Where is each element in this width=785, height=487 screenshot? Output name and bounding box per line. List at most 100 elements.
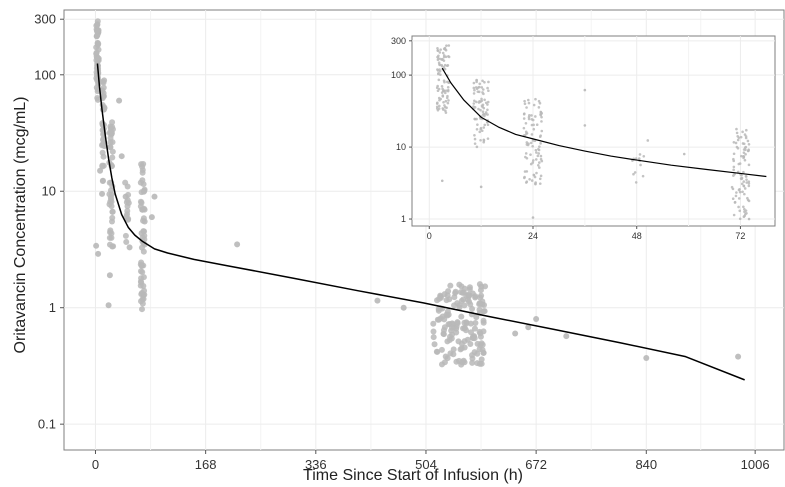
data-point — [481, 308, 488, 315]
data-point — [532, 123, 535, 127]
data-point — [444, 55, 448, 59]
x-tick-label: 1006 — [741, 457, 770, 472]
data-point — [437, 87, 441, 91]
data-point — [732, 140, 736, 144]
data-point — [446, 88, 450, 92]
data-point — [740, 154, 743, 158]
data-point — [525, 156, 529, 160]
data-point — [486, 86, 489, 90]
data-point — [682, 152, 686, 156]
data-point — [744, 175, 748, 178]
data-point — [746, 196, 749, 200]
data-point — [139, 206, 146, 213]
data-point — [93, 22, 100, 29]
data-point — [123, 238, 130, 245]
data-point — [139, 177, 146, 184]
data-point — [456, 357, 463, 364]
data-point — [107, 144, 114, 151]
data-point — [475, 100, 478, 104]
data-point — [735, 353, 742, 360]
y-tick-label: 10 — [42, 184, 56, 199]
data-point — [473, 142, 477, 145]
data-point — [529, 153, 532, 156]
data-point — [472, 319, 479, 326]
data-point — [745, 178, 748, 181]
data-point — [452, 288, 459, 295]
data-point — [481, 110, 485, 113]
data-point — [525, 106, 528, 109]
data-point — [439, 57, 442, 61]
data-point — [522, 126, 526, 130]
y-tick-label: 1 — [49, 300, 56, 315]
data-point — [531, 144, 534, 148]
data-point — [461, 319, 468, 326]
data-point — [434, 348, 441, 355]
y-tick-label: 300 — [34, 12, 56, 27]
data-point — [747, 217, 751, 221]
data-point — [442, 47, 446, 51]
data-point — [95, 250, 102, 257]
data-point — [439, 73, 442, 77]
data-point — [109, 214, 116, 221]
data-point — [483, 80, 486, 84]
data-point — [478, 85, 481, 89]
data-point — [536, 163, 540, 167]
data-point — [741, 190, 744, 194]
data-point — [737, 188, 741, 192]
data-point — [524, 121, 528, 125]
data-point — [442, 54, 446, 57]
data-point — [445, 106, 448, 110]
data-point — [437, 96, 441, 100]
data-point — [99, 190, 106, 197]
y-tick-label: 1 — [401, 214, 406, 224]
data-point — [437, 104, 441, 108]
data-point — [478, 292, 485, 299]
data-point — [531, 159, 535, 162]
inset-gridlines — [412, 36, 775, 226]
data-point — [742, 184, 746, 188]
data-point — [435, 307, 442, 314]
data-point — [481, 88, 485, 91]
data-point — [464, 336, 471, 343]
data-point — [444, 89, 448, 92]
data-point — [731, 197, 735, 201]
data-point — [747, 180, 751, 183]
data-point — [93, 27, 100, 34]
data-point — [523, 176, 526, 180]
data-point — [447, 350, 454, 357]
data-point — [466, 292, 473, 299]
data-point — [441, 359, 448, 366]
data-point — [437, 72, 440, 75]
data-point — [477, 107, 480, 111]
fitted-curve-line — [441, 67, 767, 178]
data-point — [93, 242, 100, 249]
data-point — [458, 297, 465, 304]
data-point — [476, 281, 483, 288]
data-point — [583, 88, 587, 92]
data-point — [641, 174, 645, 178]
data-point — [441, 51, 445, 55]
data-point — [477, 287, 484, 294]
data-point — [473, 133, 476, 137]
data-point — [126, 244, 133, 251]
data-point — [738, 217, 742, 221]
data-point — [479, 127, 483, 131]
data-point — [747, 199, 751, 203]
data-point — [538, 177, 542, 181]
data-point — [746, 139, 750, 143]
data-point — [137, 261, 144, 268]
x-tick-label: 336 — [305, 457, 327, 472]
data-point — [528, 114, 531, 117]
data-point — [441, 95, 445, 98]
data-point — [139, 163, 146, 170]
data-point — [106, 201, 113, 208]
data-point — [534, 97, 537, 101]
data-point — [122, 232, 129, 239]
data-point — [471, 335, 478, 342]
data-point — [124, 183, 131, 190]
data-point — [137, 282, 144, 289]
data-point — [476, 123, 479, 126]
data-point — [442, 66, 446, 69]
data-point — [471, 325, 478, 332]
data-point — [446, 85, 450, 89]
